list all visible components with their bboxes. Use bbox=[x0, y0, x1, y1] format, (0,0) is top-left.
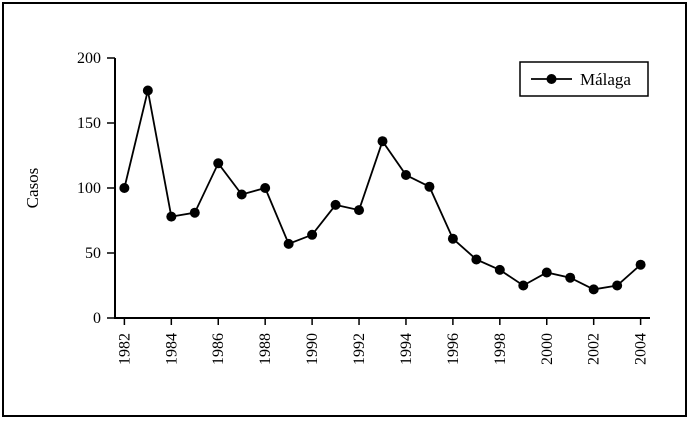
data-point-marker bbox=[447, 233, 458, 244]
legend-marker bbox=[546, 74, 557, 84]
data-point-marker bbox=[471, 254, 482, 265]
y-tick-label: 100 bbox=[77, 180, 101, 197]
x-tick-label: 1998 bbox=[492, 333, 509, 365]
data-point-marker bbox=[588, 284, 599, 295]
y-tick-label: 50 bbox=[85, 245, 101, 262]
x-tick-label: 2002 bbox=[586, 333, 603, 365]
data-point-marker bbox=[213, 158, 224, 169]
x-tick-label: 1994 bbox=[398, 333, 415, 365]
legend-label: Málaga bbox=[580, 70, 631, 89]
data-point-marker bbox=[307, 229, 318, 240]
data-point-marker bbox=[565, 272, 576, 283]
data-point-marker bbox=[166, 211, 177, 222]
x-tick-label: 2004 bbox=[633, 333, 650, 365]
x-tick-label: 1996 bbox=[445, 333, 462, 365]
data-point-marker bbox=[612, 280, 623, 291]
y-axis-title: Casos bbox=[23, 168, 42, 209]
x-tick-label: 1982 bbox=[116, 333, 133, 365]
x-tick-label: 1990 bbox=[304, 333, 321, 365]
data-point-marker bbox=[283, 238, 294, 249]
data-point-marker bbox=[189, 207, 200, 218]
data-point-marker bbox=[377, 136, 388, 147]
y-tick-label: 200 bbox=[77, 50, 101, 67]
data-point-marker bbox=[119, 183, 130, 193]
data-point-marker bbox=[541, 267, 552, 278]
data-point-marker bbox=[494, 264, 505, 275]
y-tick-label: 150 bbox=[77, 115, 101, 132]
x-tick-label: 2000 bbox=[539, 333, 556, 365]
data-point-marker bbox=[330, 199, 341, 210]
x-tick-label: 1984 bbox=[163, 333, 180, 365]
x-tick-label: 1988 bbox=[257, 333, 274, 365]
x-tick-label: 1992 bbox=[351, 333, 368, 365]
data-point-marker bbox=[260, 183, 271, 193]
data-point-marker bbox=[142, 85, 153, 96]
data-point-marker bbox=[518, 280, 529, 291]
data-point-marker bbox=[400, 170, 411, 180]
series-line-malaga bbox=[123, 90, 642, 291]
y-tick-label: 0 bbox=[93, 310, 101, 327]
data-point-marker bbox=[236, 189, 247, 200]
x-tick-label: 1986 bbox=[210, 333, 227, 365]
data-point-marker bbox=[635, 259, 646, 270]
data-point-marker bbox=[424, 181, 435, 192]
data-point-marker bbox=[354, 205, 365, 216]
